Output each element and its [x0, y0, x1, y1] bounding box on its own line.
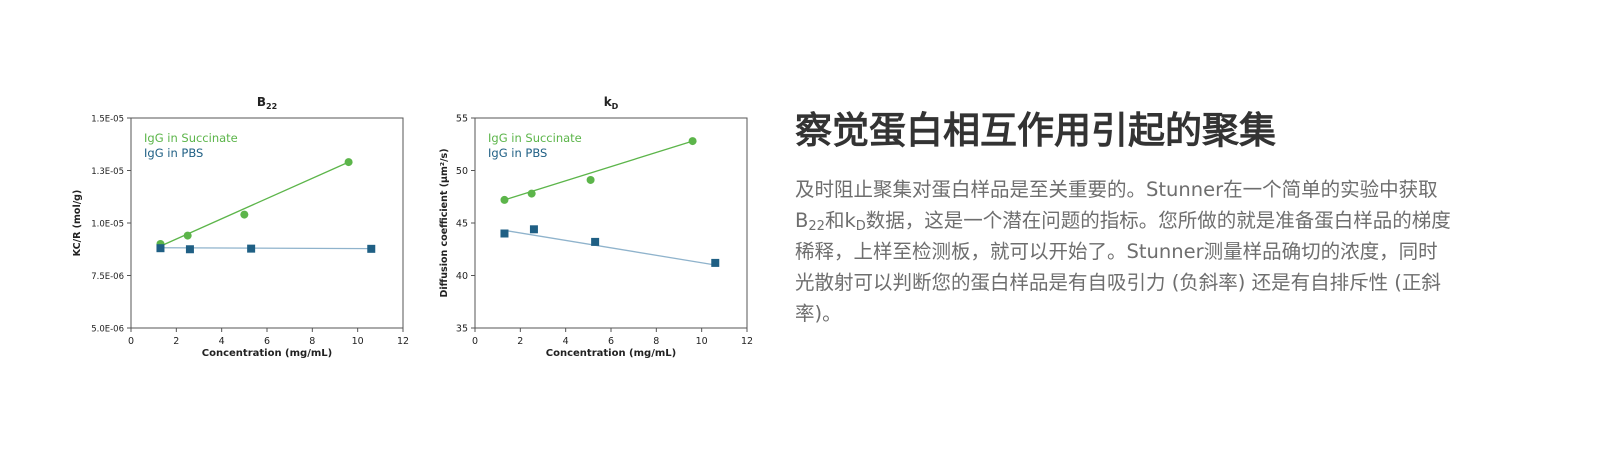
chart-title-sub-0: 22 — [266, 102, 277, 111]
x-tick-label-1-5: 10 — [696, 336, 708, 347]
x-tick-label-0-0: 0 — [128, 336, 134, 347]
x-tick-label-1-6: 12 — [741, 336, 753, 347]
legend-entry-1-0: IgG in Succinate — [488, 131, 582, 145]
y-tick-label-1-2: 45 — [456, 219, 468, 230]
y-tick-label-0-4: 1.5E-05 — [91, 115, 124, 125]
legend-entry-1-1: IgG in PBS — [488, 146, 547, 160]
point-1-1-1 — [529, 225, 538, 234]
body-subscript-22: 22 — [808, 219, 825, 234]
point-0-0-1 — [183, 231, 192, 240]
x-tick-label-0-6: 12 — [397, 336, 409, 347]
point-0-1-3 — [367, 244, 376, 253]
point-0-1-1 — [185, 245, 194, 254]
x-tick-label-1-1: 2 — [517, 336, 523, 347]
body-text-part-1: 及时阻止聚集对蛋白样品是至关重要的。Stunner在一个简单的实验中获取B — [795, 178, 1438, 232]
y-tick-label-1-0: 35 — [456, 324, 468, 335]
section-body: 及时阻止聚集对蛋白样品是至关重要的。Stunner在一个简单的实验中获取B22和… — [795, 174, 1455, 329]
x-tick-label-0-1: 2 — [173, 336, 179, 347]
b22-chart: B22 0 2 4 6 8 10 12 5.0E-06 7.5E-06 1.0E-05 1.3E-05… — [72, 95, 409, 359]
point-1-0-1 — [527, 189, 536, 198]
legend-entry-0-0: IgG in Succinate — [144, 131, 238, 145]
y-tick-label-1-3: 50 — [456, 166, 468, 177]
legend-entry-0-1: IgG in PBS — [144, 146, 203, 160]
fit-line-0-1 — [160, 247, 372, 250]
fit-line-0-0 — [160, 161, 349, 247]
x-tick-label-1-2: 4 — [563, 336, 569, 347]
y-tick-label-0-3: 1.3E-05 — [91, 167, 124, 177]
kd-chart: kD 0 2 4 6 8 10 12 35 40 45 50 55 Concentration (mg/m… — [439, 95, 753, 359]
point-1-1-2 — [591, 237, 600, 246]
chart-title-main-1: k — [604, 95, 613, 109]
y-tick-label-0-2: 1.0E-05 — [91, 220, 124, 230]
y-tick-label-0-1: 7.5E-06 — [91, 272, 124, 282]
y-tick-label-1-1: 40 — [456, 271, 468, 282]
body-text-part-3: 数据，这是一个潜在问题的指标。您所做的就是准备蛋白样品的梯度稀释，上样至检测板，… — [795, 209, 1451, 325]
section-heading: 察觉蛋白相互作用引起的聚集 — [795, 109, 1276, 152]
body-text-part-2: 和k — [824, 209, 856, 232]
point-1-0-3 — [688, 137, 697, 146]
x-tick-label-0-2: 4 — [219, 336, 225, 347]
chart-title-1: kD — [604, 95, 619, 111]
point-1-0-0 — [500, 195, 509, 204]
point-0-0-2 — [240, 210, 249, 219]
x-tick-label-0-5: 10 — [352, 336, 364, 347]
fit-line-1-0 — [504, 140, 693, 201]
x-tick-label-1-3: 6 — [608, 336, 614, 347]
point-0-0-3 — [344, 158, 353, 167]
chart-title-sub-1: D — [612, 102, 619, 111]
x-axis-label-1: Concentration (mg/mL) — [546, 348, 676, 359]
fit-line-1-1 — [504, 229, 716, 266]
x-axis-label-0: Concentration (mg/mL) — [202, 348, 332, 359]
y-tick-label-0-0: 5.0E-06 — [91, 325, 124, 335]
x-tick-label-0-4: 8 — [309, 336, 315, 347]
x-tick-label-0-3: 6 — [264, 336, 270, 347]
y-axis-label-0: KC/R (mol/g) — [72, 190, 83, 257]
x-tick-label-1-0: 0 — [472, 336, 478, 347]
chart-title-0: B22 — [257, 95, 277, 111]
y-tick-label-1-4: 55 — [456, 114, 468, 125]
x-tick-label-1-4: 8 — [653, 336, 659, 347]
point-1-1-3 — [711, 258, 720, 267]
chart-title-main-0: B — [257, 95, 266, 109]
point-1-1-0 — [500, 229, 509, 238]
point-1-0-2 — [586, 175, 595, 184]
y-axis-label-1: Diffusion coefficient (µm²/s) — [439, 148, 450, 297]
body-subscript-d: D — [855, 219, 866, 234]
point-0-1-0 — [156, 244, 165, 253]
point-0-1-2 — [247, 244, 256, 253]
info-section: 察觉蛋白相互作用引起的聚集 及时阻止聚集对蛋白样品是至关重要的。Stunner在… — [795, 108, 1455, 329]
